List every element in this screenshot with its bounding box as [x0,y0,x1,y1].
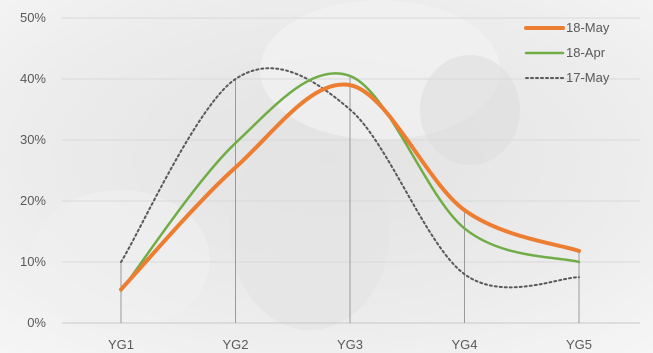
y-tick-label: 0% [27,315,46,330]
x-tick-label: YG1 [108,337,134,352]
x-tick-label: YG3 [337,337,363,352]
y-tick-label: 30% [20,132,46,147]
x-tick-label: YG2 [222,337,248,352]
y-tick-label: 20% [20,193,46,208]
legend-label-17-may: 17-May [566,70,610,85]
y-tick-label: 50% [20,10,46,25]
x-tick-label: YG5 [566,337,592,352]
x-tick-label: YG4 [451,337,477,352]
legend-label-18-apr: 18-Apr [566,45,606,60]
y-tick-label: 40% [20,71,46,86]
series-line-18-may [119,82,581,292]
y-tick-label: 10% [20,254,46,269]
legend-label-18-may: 18-May [566,20,610,35]
series-line-18-apr [119,72,581,292]
series-line-17-may [120,67,580,289]
